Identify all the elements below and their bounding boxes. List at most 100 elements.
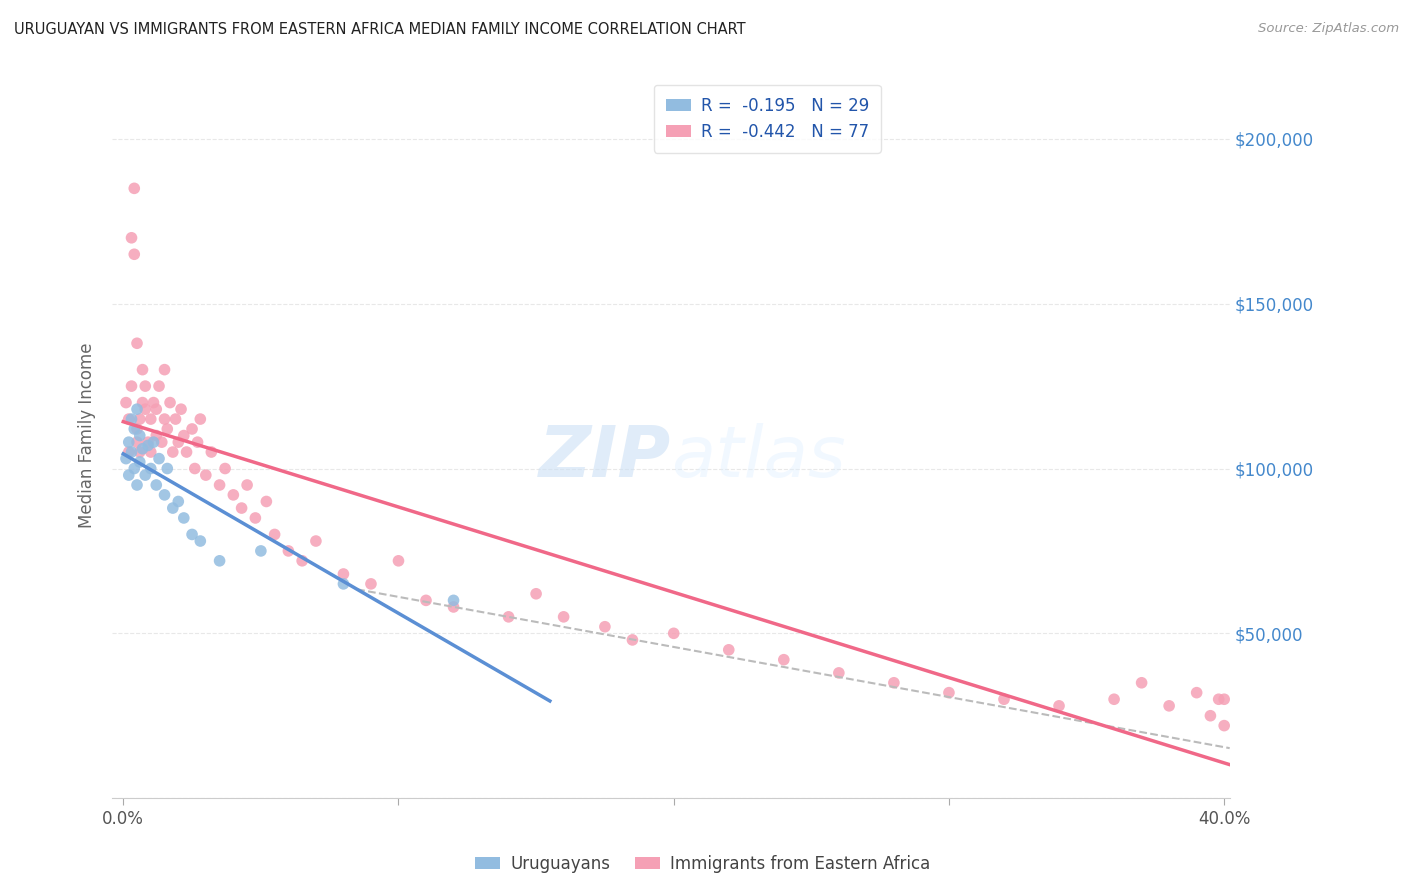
Point (194, 468, 217, 483)
Point (159, 395, 181, 409)
Point (176, 445, 198, 459)
Point (125, 435, 148, 450)
Point (277, 544, 299, 558)
Point (145, 428, 167, 442)
Point (131, 362, 153, 376)
Point (128, 428, 150, 442)
Point (122, 247, 145, 261)
Point (115, 395, 138, 409)
Point (443, 593, 465, 607)
Point (122, 422, 145, 436)
Point (153, 362, 176, 376)
Point (332, 566, 354, 581)
Point (1130, 675, 1153, 690)
Point (621, 632, 644, 647)
Point (553, 610, 575, 624)
Point (145, 478, 167, 492)
Point (593, 620, 616, 634)
Point (173, 511, 195, 525)
Point (148, 451, 170, 466)
Point (245, 511, 267, 525)
Point (188, 412, 211, 426)
Point (1159, 698, 1181, 713)
Point (214, 461, 236, 475)
Point (883, 675, 905, 690)
Point (1213, 718, 1236, 732)
Point (938, 686, 960, 700)
Point (1199, 708, 1222, 723)
Point (136, 435, 159, 450)
Point (662, 626, 685, 640)
Point (148, 379, 170, 393)
Point (181, 527, 204, 541)
Point (121, 412, 143, 426)
Point (1185, 686, 1208, 700)
Point (387, 554, 409, 568)
Point (162, 445, 184, 459)
Point (167, 494, 190, 508)
Point (139, 412, 162, 426)
Point (125, 478, 148, 492)
Point (122, 181, 145, 195)
Point (165, 412, 187, 426)
Point (134, 468, 156, 483)
Point (131, 442, 153, 456)
Point (993, 692, 1015, 706)
Legend: R =  -0.195   N = 29, R =  -0.442   N = 77: R = -0.195 N = 29, R = -0.442 N = 77 (654, 85, 880, 153)
Point (125, 422, 148, 436)
Point (1208, 692, 1230, 706)
Point (828, 665, 851, 680)
Point (118, 468, 141, 483)
Point (121, 231, 143, 245)
Point (162, 501, 184, 516)
Point (208, 554, 231, 568)
Point (170, 402, 193, 417)
Point (136, 438, 159, 452)
Point (717, 642, 740, 657)
Point (122, 461, 145, 475)
Point (332, 577, 354, 591)
Point (150, 435, 173, 450)
Point (231, 501, 253, 516)
Point (128, 445, 150, 459)
Y-axis label: Median Family Income: Median Family Income (79, 343, 96, 528)
Point (128, 455, 150, 469)
Point (498, 610, 520, 624)
Point (236, 478, 259, 492)
Point (142, 395, 165, 409)
Point (153, 412, 176, 426)
Point (222, 488, 245, 502)
Point (772, 653, 794, 667)
Point (139, 461, 162, 475)
Point (134, 379, 156, 393)
Point (291, 554, 314, 568)
Point (263, 527, 285, 541)
Point (1102, 692, 1125, 706)
Point (1213, 692, 1236, 706)
Point (156, 461, 179, 475)
Point (121, 379, 143, 393)
Point (118, 445, 141, 459)
Point (187, 435, 209, 450)
Point (153, 488, 176, 502)
Point (118, 412, 141, 426)
Point (184, 461, 207, 475)
Point (156, 422, 179, 436)
Point (118, 435, 141, 450)
Point (181, 422, 204, 436)
Point (139, 445, 162, 459)
Point (250, 544, 273, 558)
Point (167, 435, 190, 450)
Point (208, 478, 231, 492)
Point (131, 395, 153, 409)
Point (128, 412, 150, 426)
Point (121, 445, 143, 459)
Point (200, 445, 222, 459)
Point (524, 587, 547, 601)
Point (188, 534, 211, 549)
Point (125, 402, 148, 417)
Point (1047, 698, 1070, 713)
Point (360, 577, 382, 591)
Text: Source: ZipAtlas.com: Source: ZipAtlas.com (1258, 22, 1399, 36)
Point (125, 336, 148, 351)
